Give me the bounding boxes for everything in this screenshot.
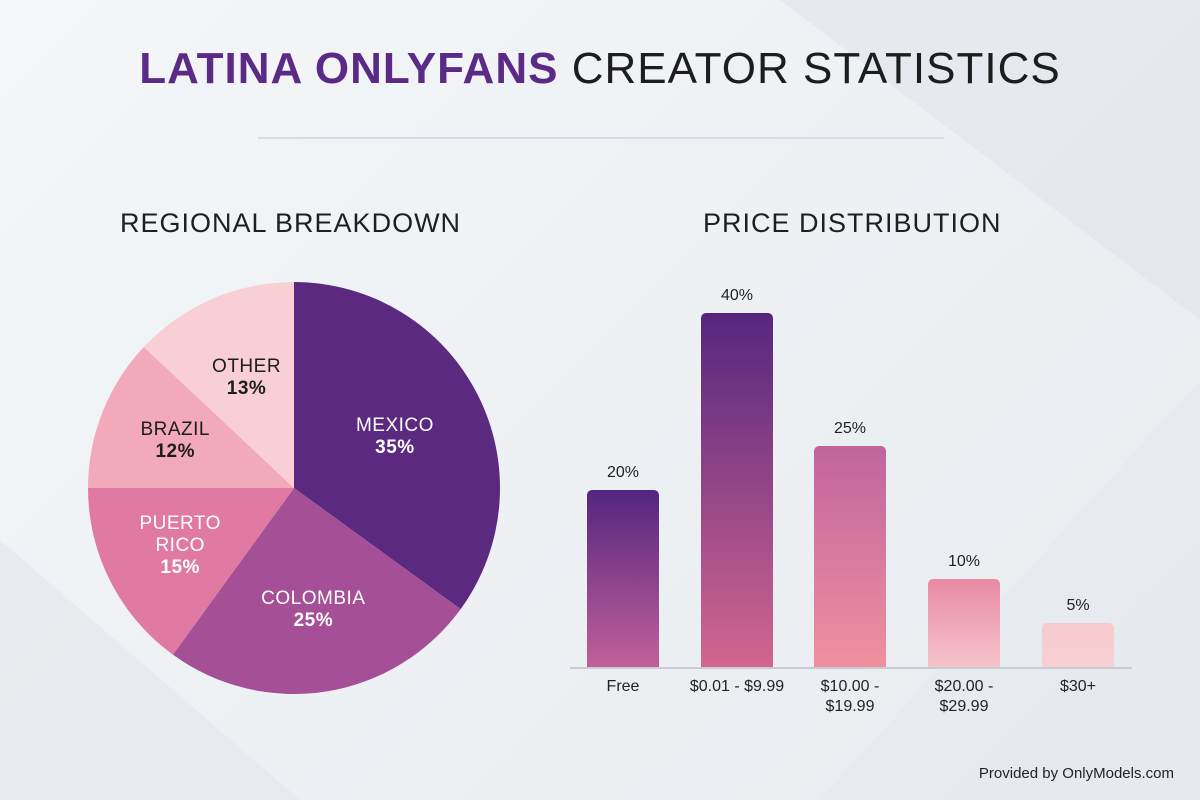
page-title: LATINA ONLYFANS CREATOR STATISTICS xyxy=(0,44,1200,94)
bar-category-label: $0.01 - $9.99 xyxy=(689,678,785,695)
divider xyxy=(258,137,944,139)
footer-credit: Provided by OnlyModels.com xyxy=(978,765,1174,782)
bar-category-label: $20.00 - $29.99 xyxy=(934,678,994,715)
bar xyxy=(1042,622,1114,667)
pie-label-name: OTHER xyxy=(212,356,282,378)
pie-slice-mexico xyxy=(294,282,500,610)
pie-label-name: COLOMBIA xyxy=(261,588,366,610)
pie-label: OTHER 13% xyxy=(212,356,281,400)
pie-label-name: MEXICO xyxy=(355,414,434,436)
title-highlight: LATINA ONLYFANS xyxy=(139,44,559,93)
bar-category-label: $30+ xyxy=(1059,678,1097,695)
bar xyxy=(928,578,1000,667)
pie-label-name: PUERTO RICO xyxy=(139,512,221,556)
pie-slice-other xyxy=(143,282,294,488)
pie-label-name: BRAZIL xyxy=(140,418,210,440)
pie-label-value: 13% xyxy=(226,378,267,400)
pie-label-value: 15% xyxy=(160,556,200,578)
pie-slice-brazil xyxy=(88,346,294,488)
bar-value-label: 5% xyxy=(1066,596,1090,614)
pie-label-value: 25% xyxy=(293,610,334,632)
bar-value-label: 40% xyxy=(720,287,754,304)
bar-category-label: $10.00 - $19.99 xyxy=(820,678,880,715)
pie-slice-puerto-rico xyxy=(88,488,294,655)
pie-label: BRAZIL 12% xyxy=(140,419,210,463)
x-axis-line xyxy=(570,667,1132,669)
bar-value-label: 20% xyxy=(606,464,640,481)
pie-slice-colombia xyxy=(172,488,461,694)
pie-label-value: 35% xyxy=(375,436,415,458)
title-rest: CREATOR STATISTICS xyxy=(571,44,1061,93)
pie-label: PUERTO RICO 15% xyxy=(139,513,221,579)
bar xyxy=(587,490,659,667)
bar-value-label: 10% xyxy=(947,552,981,570)
pie-label: MEXICO 35% xyxy=(356,415,434,459)
bar-category-label: Free xyxy=(606,678,640,695)
pie-chart-title: REGIONAL BREAKDOWN xyxy=(120,208,462,238)
bar xyxy=(701,313,773,667)
bar-value-label: 25% xyxy=(833,419,867,437)
regional-pie-chart xyxy=(88,282,500,694)
bar-chart-title: PRICE DISTRIBUTION xyxy=(703,208,1002,238)
price-bar-chart: 20% Free 40% $0.01 - $9.99 25% $10.00 - $19.9… xyxy=(570,280,1150,715)
bar xyxy=(814,445,886,667)
pie-label: COLOMBIA 25% xyxy=(261,588,365,632)
pie-label-value: 12% xyxy=(155,440,195,462)
